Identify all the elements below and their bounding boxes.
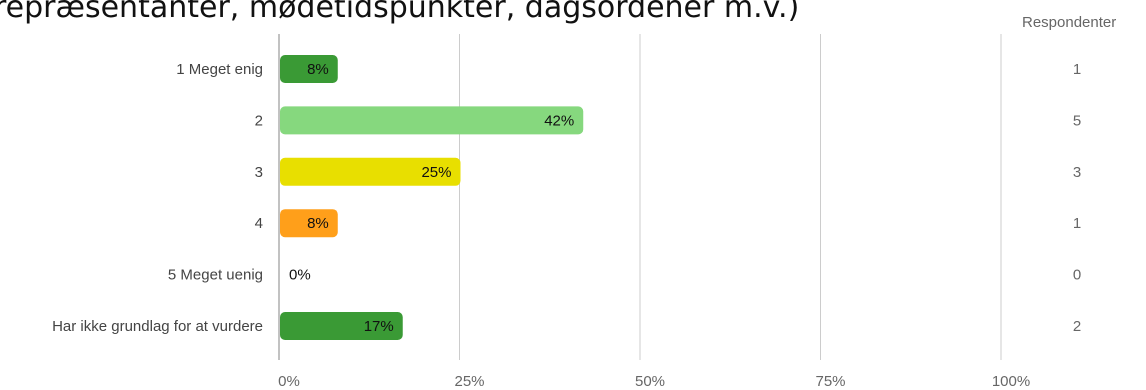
category-label: Har ikke grundlag for at vurdere <box>52 318 263 335</box>
x-tick-label: 0% <box>278 373 300 390</box>
bar <box>280 106 584 135</box>
category-label: 2 <box>255 112 263 129</box>
x-tick-label: 100% <box>992 373 1030 390</box>
x-tick-label: 50% <box>635 373 665 390</box>
category-label: 4 <box>255 215 263 232</box>
bar <box>280 55 338 83</box>
respondent-count: 1 <box>1073 215 1081 232</box>
chart-title: repræsentanter, mødetidspunkter, dagsord… <box>0 0 800 25</box>
respondent-count: 1 <box>1073 61 1081 78</box>
x-tick-label: 25% <box>454 373 484 390</box>
respondent-count: 0 <box>1073 267 1081 284</box>
data-label: 17% <box>364 318 394 335</box>
respondent-count: 2 <box>1073 318 1081 335</box>
bar <box>280 312 403 340</box>
category-label: 3 <box>255 164 263 181</box>
data-label: 8% <box>307 215 329 232</box>
bar <box>280 209 338 238</box>
data-label: 25% <box>421 164 451 181</box>
bar <box>280 157 461 186</box>
data-label: 0% <box>289 267 311 284</box>
data-label: 8% <box>307 61 329 78</box>
x-tick-label: 75% <box>815 373 845 390</box>
respondents-header: Respondenter <box>1022 14 1117 31</box>
data-label: 42% <box>544 112 574 129</box>
category-label: 5 Meget uenig <box>168 267 263 284</box>
respondent-count: 3 <box>1073 164 1081 181</box>
respondent-count: 5 <box>1073 112 1081 129</box>
category-label: 1 Meget enig <box>176 61 263 78</box>
